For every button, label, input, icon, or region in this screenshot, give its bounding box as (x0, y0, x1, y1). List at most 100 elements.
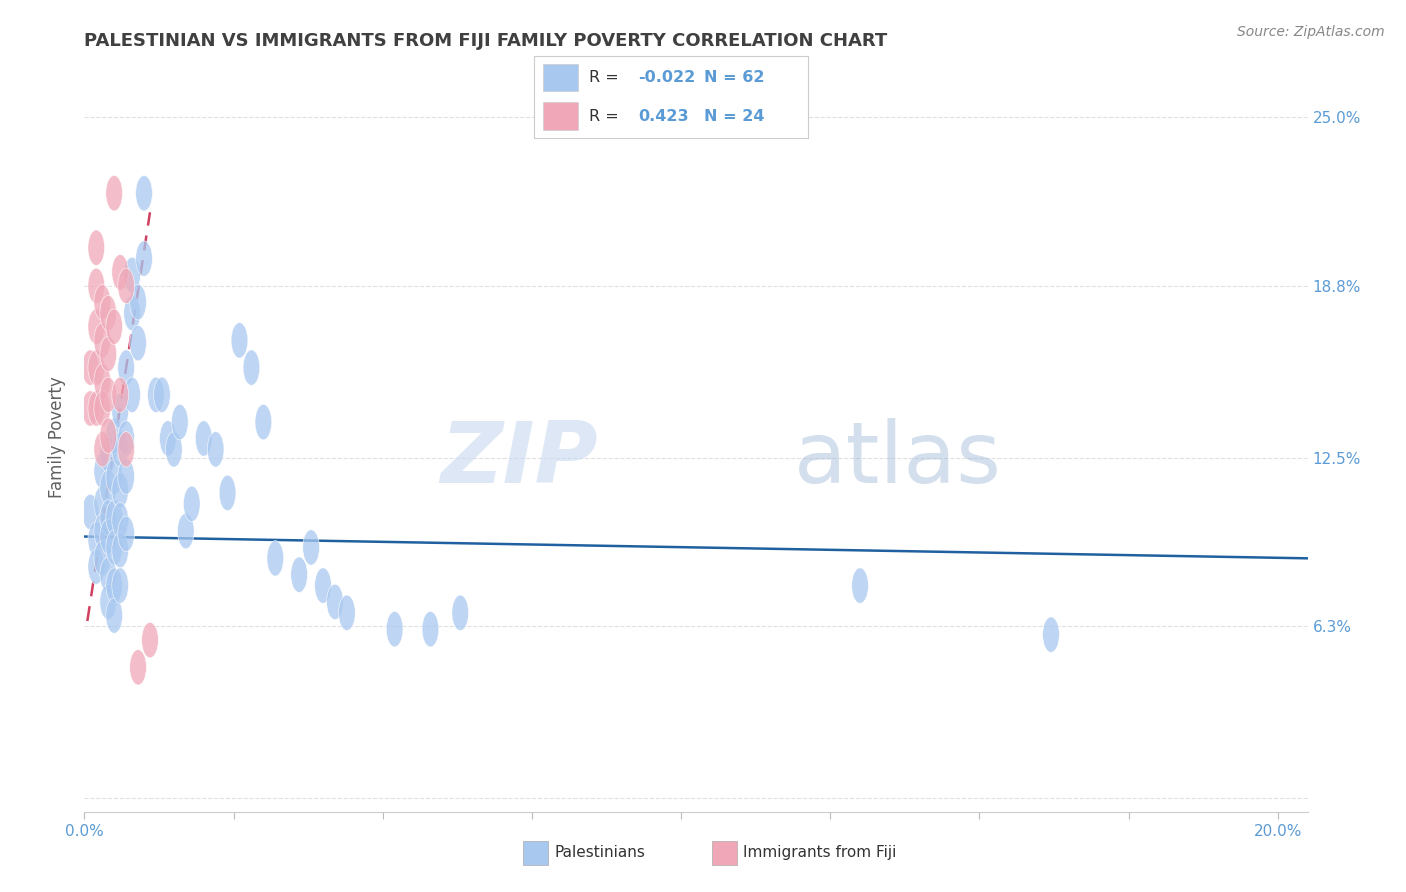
Bar (523, 841, 548, 864)
Ellipse shape (112, 502, 128, 538)
Ellipse shape (118, 268, 135, 303)
Ellipse shape (129, 326, 146, 360)
Ellipse shape (219, 475, 236, 510)
Ellipse shape (105, 568, 122, 603)
Ellipse shape (89, 350, 104, 385)
Ellipse shape (267, 541, 284, 576)
FancyBboxPatch shape (543, 63, 578, 92)
Ellipse shape (291, 557, 308, 592)
Ellipse shape (100, 437, 117, 473)
Text: 0.423: 0.423 (638, 109, 689, 124)
Ellipse shape (94, 285, 111, 320)
Ellipse shape (148, 377, 165, 413)
Ellipse shape (105, 176, 122, 211)
Ellipse shape (89, 230, 104, 266)
Y-axis label: Family Poverty: Family Poverty (48, 376, 66, 498)
Ellipse shape (118, 432, 135, 467)
Ellipse shape (339, 595, 356, 631)
Ellipse shape (172, 404, 188, 440)
Text: ZIP: ZIP (440, 418, 598, 501)
Ellipse shape (207, 432, 224, 467)
Ellipse shape (100, 418, 117, 453)
Ellipse shape (422, 611, 439, 647)
Ellipse shape (105, 309, 122, 344)
Ellipse shape (100, 519, 117, 554)
Ellipse shape (100, 295, 117, 331)
Text: PALESTINIAN VS IMMIGRANTS FROM FIJI FAMILY POVERTY CORRELATION CHART: PALESTINIAN VS IMMIGRANTS FROM FIJI FAMI… (84, 32, 887, 50)
Ellipse shape (315, 568, 332, 603)
Ellipse shape (254, 404, 271, 440)
Ellipse shape (129, 285, 146, 320)
Ellipse shape (177, 514, 194, 549)
Ellipse shape (82, 350, 98, 385)
Ellipse shape (124, 257, 141, 293)
Bar (711, 841, 737, 864)
Ellipse shape (105, 598, 122, 633)
Text: Source: ZipAtlas.com: Source: ZipAtlas.com (1237, 25, 1385, 39)
Ellipse shape (142, 0, 159, 12)
Ellipse shape (112, 533, 128, 568)
Text: N = 62: N = 62 (704, 70, 765, 85)
Ellipse shape (135, 241, 152, 277)
Ellipse shape (94, 364, 111, 399)
Ellipse shape (166, 432, 183, 467)
Text: R =: R = (589, 109, 628, 124)
Ellipse shape (82, 391, 98, 426)
Ellipse shape (94, 514, 111, 549)
Ellipse shape (326, 584, 343, 620)
Ellipse shape (112, 254, 128, 290)
Ellipse shape (195, 421, 212, 456)
FancyBboxPatch shape (543, 103, 578, 130)
Ellipse shape (124, 377, 141, 413)
Ellipse shape (112, 568, 128, 603)
Ellipse shape (89, 268, 104, 303)
Ellipse shape (100, 377, 117, 413)
Ellipse shape (94, 486, 111, 522)
Ellipse shape (302, 530, 319, 566)
Ellipse shape (118, 458, 135, 494)
Ellipse shape (112, 473, 128, 508)
Ellipse shape (105, 418, 122, 453)
Ellipse shape (451, 595, 468, 631)
Ellipse shape (82, 494, 98, 530)
Ellipse shape (118, 350, 135, 385)
Ellipse shape (153, 377, 170, 413)
Ellipse shape (118, 421, 135, 456)
Ellipse shape (118, 516, 135, 551)
Ellipse shape (852, 568, 869, 603)
Ellipse shape (100, 500, 117, 535)
Ellipse shape (231, 323, 247, 358)
Ellipse shape (89, 391, 104, 426)
Ellipse shape (105, 500, 122, 535)
Ellipse shape (94, 391, 111, 426)
Text: Immigrants from Fiji: Immigrants from Fiji (744, 846, 897, 860)
Ellipse shape (105, 530, 122, 566)
Ellipse shape (243, 350, 260, 385)
Ellipse shape (100, 557, 117, 592)
Ellipse shape (94, 323, 111, 358)
Text: R =: R = (589, 70, 624, 85)
Ellipse shape (94, 432, 111, 467)
Ellipse shape (112, 377, 128, 413)
Text: Palestinians: Palestinians (554, 846, 645, 860)
Ellipse shape (100, 470, 117, 505)
Ellipse shape (129, 649, 146, 685)
Ellipse shape (1043, 617, 1059, 652)
Ellipse shape (124, 295, 141, 331)
Ellipse shape (159, 421, 176, 456)
Ellipse shape (89, 309, 104, 344)
Ellipse shape (142, 623, 159, 657)
Text: N = 24: N = 24 (704, 109, 765, 124)
Ellipse shape (183, 486, 200, 522)
Ellipse shape (89, 522, 104, 557)
Ellipse shape (100, 336, 117, 372)
Ellipse shape (94, 453, 111, 489)
Ellipse shape (89, 549, 104, 584)
Ellipse shape (387, 611, 404, 647)
Text: -0.022: -0.022 (638, 70, 696, 85)
Ellipse shape (112, 432, 128, 467)
Ellipse shape (94, 541, 111, 576)
Ellipse shape (135, 176, 152, 211)
Text: atlas: atlas (794, 418, 1002, 501)
Ellipse shape (112, 393, 128, 429)
